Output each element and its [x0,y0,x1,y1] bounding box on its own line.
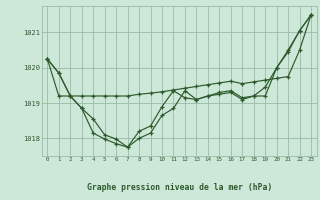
Text: Graphe pression niveau de la mer (hPa): Graphe pression niveau de la mer (hPa) [87,183,272,192]
